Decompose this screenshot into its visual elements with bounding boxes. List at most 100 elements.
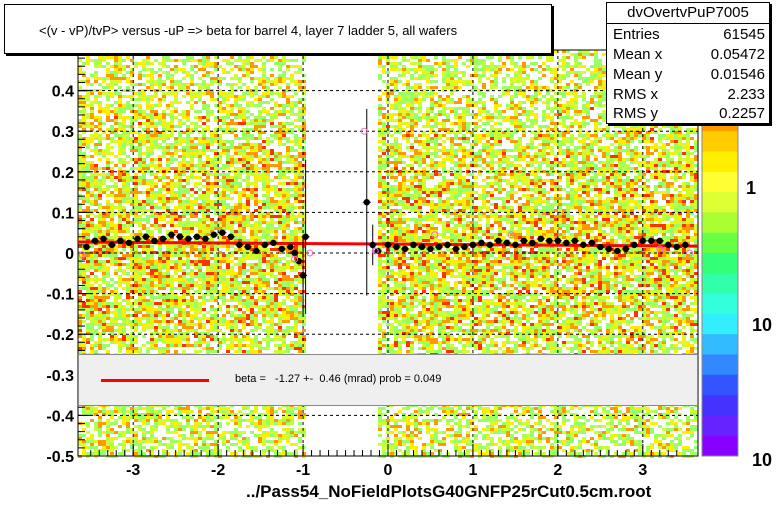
heatmap-cell [262,236,266,239]
heatmap-cell [278,446,282,449]
heatmap-cell [90,446,94,449]
heatmap-cell [258,98,262,101]
heatmap-cell [162,59,166,62]
heatmap-cell [94,119,98,122]
heatmap-cell [82,164,86,167]
heatmap-cell [214,275,218,278]
heatmap-cell [194,323,198,326]
heatmap-cell [162,98,166,101]
heatmap-cell [114,287,118,290]
heatmap-cell [238,341,242,344]
heatmap-cell [82,161,86,164]
heatmap-cell [218,167,222,170]
heatmap-cell [130,137,134,140]
heatmap-cell [166,215,170,218]
heatmap-cell [242,128,246,131]
heatmap-cell [194,110,198,113]
heatmap-cell [266,410,270,413]
heatmap-cell [122,443,126,446]
heatmap-cell [254,311,258,314]
heatmap-cell [258,260,262,263]
heatmap-cell [170,341,174,344]
heatmap-cell [146,104,150,107]
heatmap-cell [122,218,126,221]
heatmap-cell [162,224,166,227]
heatmap-cell [234,185,238,188]
heatmap-cell [206,158,210,161]
heatmap-cell [182,86,186,89]
heatmap-cell [210,287,214,290]
heatmap-cell [214,65,218,68]
heatmap-cell [142,278,146,281]
heatmap-cell [78,194,82,197]
heatmap-cell [158,176,162,179]
heatmap-cell [126,131,130,134]
heatmap-cell [282,161,286,164]
heatmap-cell [222,239,226,242]
heatmap-cell [114,59,118,62]
heatmap-cell [110,422,114,425]
heatmap-cell [282,410,286,413]
heatmap-cell [266,239,270,242]
heatmap-cell [174,176,178,179]
heatmap-cell [78,329,82,332]
heatmap-cell [190,161,194,164]
heatmap-cell [126,161,130,164]
heatmap-cell [90,329,94,332]
heatmap-cell [282,203,286,206]
heatmap-cell [246,419,250,422]
heatmap-cell [230,197,234,200]
heatmap-cell [98,137,102,140]
heatmap-cell [242,179,246,182]
heatmap-cell [258,173,262,176]
heatmap-cell [186,452,190,455]
heatmap-cell [202,326,206,329]
heatmap-cell [190,269,194,272]
heatmap-cell [266,335,270,338]
heatmap-cell [82,338,86,341]
heatmap-cell [262,290,266,293]
heatmap-cell [286,200,290,203]
heatmap-cell [78,206,82,209]
heatmap-cell [210,266,214,269]
heatmap-cell [274,254,278,257]
heatmap-cell [94,248,98,251]
heatmap-cell [250,146,254,149]
heatmap-cell [262,83,266,86]
heatmap-cell [258,80,262,83]
heatmap-cell [170,344,174,347]
heatmap-cell [198,344,202,347]
heatmap-cell [218,437,222,440]
heatmap-cell [234,74,238,77]
heatmap-cell [118,56,122,59]
heatmap-cell [214,281,218,284]
heatmap-cell [98,290,102,293]
heatmap-cell [286,332,290,335]
heatmap-cell [218,290,222,293]
heatmap-cell [182,146,186,149]
heatmap-cell [274,116,278,119]
heatmap-cell [282,113,286,116]
heatmap-cell [202,284,206,287]
heatmap-cell [142,428,146,431]
heatmap-cell [82,305,86,308]
heatmap-cell [98,218,102,221]
heatmap-cell [158,89,162,92]
heatmap-cell [78,101,82,104]
heatmap-cell [78,245,82,248]
heatmap-cell [174,272,178,275]
heatmap-cell [118,209,122,212]
heatmap-cell [206,449,210,452]
heatmap-cell [238,173,242,176]
heatmap-cell [270,260,274,263]
heatmap-cell [122,131,126,134]
heatmap-cell [198,218,202,221]
heatmap-cell [286,98,290,101]
heatmap-cell [170,134,174,137]
heatmap-cell [186,410,190,413]
heatmap-cell [150,149,154,152]
heatmap-cell [278,110,282,113]
heatmap-cell [122,206,126,209]
heatmap-cell [234,452,238,455]
heatmap-cell [78,197,82,200]
